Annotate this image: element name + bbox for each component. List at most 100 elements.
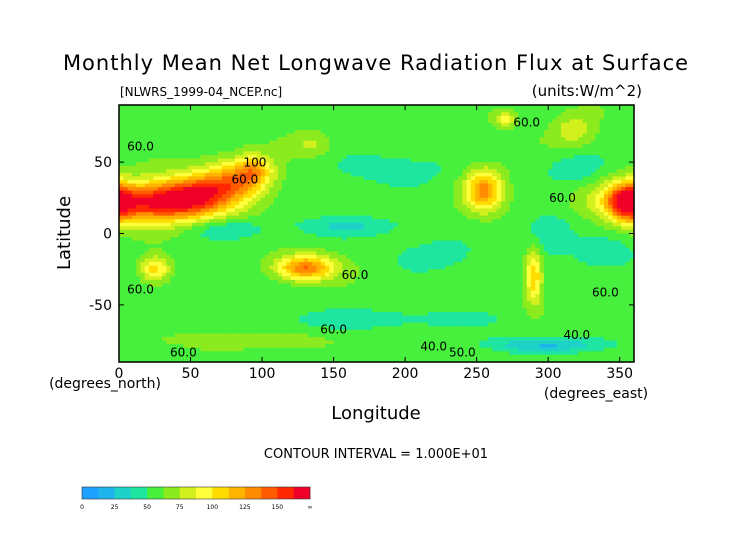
heatmap-cell xyxy=(191,115,197,120)
heatmap-cell xyxy=(303,229,309,235)
heatmap-cell xyxy=(505,226,511,231)
heatmap-cell xyxy=(187,172,193,177)
heatmap-cell xyxy=(410,122,416,128)
heatmap-cell xyxy=(612,240,618,245)
heatmap-cell xyxy=(526,140,532,145)
heatmap-cell xyxy=(277,126,283,131)
heatmap-cell xyxy=(595,172,601,177)
heatmap-cell xyxy=(183,137,189,142)
heatmap-cell xyxy=(299,247,305,252)
heatmap-cell xyxy=(350,183,356,188)
heatmap-cell xyxy=(586,215,592,220)
heatmap-cell xyxy=(397,172,403,177)
heatmap-cell xyxy=(522,151,528,156)
heatmap-cell xyxy=(539,154,545,160)
heatmap-cell xyxy=(500,222,506,227)
heatmap-cell xyxy=(531,162,536,167)
heatmap-cell xyxy=(569,172,575,177)
heatmap-cell xyxy=(363,112,369,117)
heatmap-cell xyxy=(548,233,554,238)
heatmap-cell xyxy=(621,144,627,149)
heatmap-cell xyxy=(393,201,399,206)
heatmap-cell xyxy=(410,151,416,156)
heatmap-cell xyxy=(470,219,476,224)
heatmap-cell xyxy=(393,105,399,110)
heatmap-cell xyxy=(548,115,554,120)
heatmap-cell xyxy=(153,187,159,192)
heatmap-cell xyxy=(247,194,253,199)
heatmap-cell xyxy=(161,183,167,188)
heatmap-cell xyxy=(509,204,515,210)
heatmap-cell xyxy=(393,165,399,170)
heatmap-cell xyxy=(500,226,506,231)
heatmap-cell xyxy=(608,212,614,217)
heatmap-cell xyxy=(380,144,386,149)
heatmap-cell xyxy=(264,126,270,131)
heatmap-cell xyxy=(496,194,502,199)
heatmap-cell xyxy=(367,115,373,120)
heatmap-cell xyxy=(277,229,283,235)
heatmap-cell xyxy=(535,247,541,252)
heatmap-cell xyxy=(621,222,627,227)
heatmap-cell xyxy=(153,190,159,195)
heatmap-cell xyxy=(599,105,605,110)
heatmap-cell xyxy=(543,176,549,181)
heatmap-cell xyxy=(543,208,549,213)
heatmap-cell xyxy=(196,222,202,227)
heatmap-cell xyxy=(170,162,176,167)
heatmap-cell xyxy=(252,247,257,252)
heatmap-cell xyxy=(277,233,283,238)
heatmap-cell xyxy=(256,212,262,217)
heatmap-cell xyxy=(591,176,596,181)
heatmap-cell xyxy=(144,108,150,113)
heatmap-cell xyxy=(196,169,202,174)
heatmap-cell xyxy=(213,197,219,202)
heatmap-cell xyxy=(217,108,223,113)
heatmap-cell xyxy=(625,187,631,192)
heatmap-cell xyxy=(325,140,330,145)
heatmap-cell xyxy=(200,208,206,213)
heatmap-cell xyxy=(136,226,142,231)
heatmap-cell xyxy=(170,247,176,252)
heatmap-cell xyxy=(591,215,596,220)
heatmap-cell xyxy=(531,247,536,252)
heatmap-cell xyxy=(595,122,601,128)
heatmap-cell xyxy=(303,133,309,138)
heatmap-cell xyxy=(299,226,305,231)
heatmap-cell xyxy=(363,208,369,213)
heatmap-cell xyxy=(423,158,429,163)
heatmap-cell xyxy=(625,212,631,217)
heatmap-cell xyxy=(209,115,215,120)
heatmap-cell xyxy=(440,137,446,142)
heatmap-cell xyxy=(209,215,215,220)
heatmap-cell xyxy=(376,126,382,131)
heatmap-cell xyxy=(406,208,412,213)
heatmap-cell xyxy=(333,119,339,124)
heatmap-cell xyxy=(260,190,266,195)
heatmap-cell xyxy=(256,151,262,156)
heatmap-cell xyxy=(157,179,163,185)
heatmap-cell xyxy=(380,147,386,152)
heatmap-cell xyxy=(166,240,172,245)
heatmap-cell xyxy=(526,172,532,177)
heatmap-cell xyxy=(415,229,421,235)
heatmap-cell xyxy=(282,162,287,167)
heatmap-cell xyxy=(492,122,498,128)
heatmap-cell xyxy=(573,158,579,163)
heatmap-cell xyxy=(264,219,270,224)
heatmap-cell xyxy=(329,137,335,142)
heatmap-cell xyxy=(127,115,133,120)
heatmap-cell xyxy=(359,105,365,110)
heatmap-cell xyxy=(234,162,240,167)
heatmap-cell xyxy=(320,247,326,252)
heatmap-cell xyxy=(252,244,257,249)
heatmap-cell xyxy=(136,122,142,128)
heatmap-cell xyxy=(204,169,210,174)
heatmap-cell xyxy=(264,147,270,152)
heatmap-cell xyxy=(543,183,549,188)
heatmap-cell xyxy=(535,144,541,149)
heatmap-cell xyxy=(561,244,566,249)
heatmap-cell xyxy=(346,115,352,120)
heatmap-cell xyxy=(282,183,287,188)
heatmap-cell xyxy=(217,144,223,149)
